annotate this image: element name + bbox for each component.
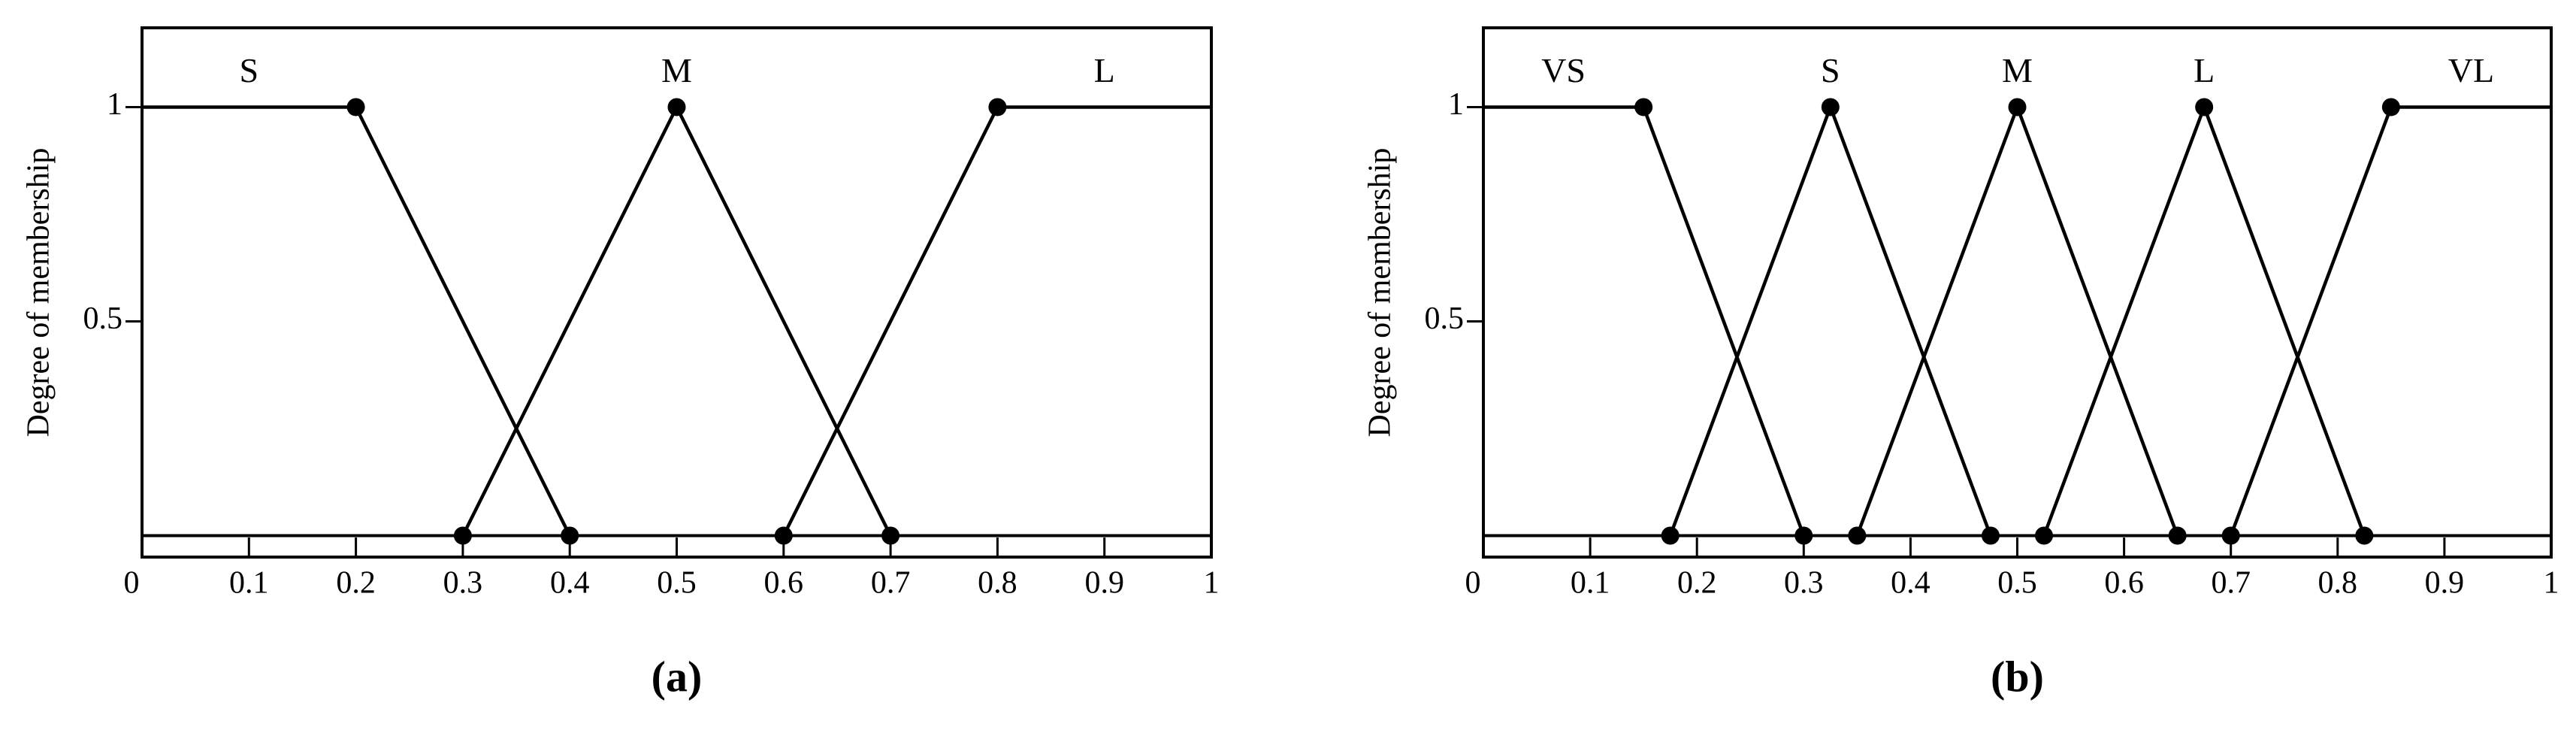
point	[2168, 526, 2187, 545]
x-tick-label: 0.6	[764, 566, 804, 601]
caption: (a)	[652, 652, 703, 701]
x-tick-label: 0.4	[1891, 566, 1930, 601]
x-tick-label: 0.8	[978, 566, 1017, 601]
series-label: S	[240, 51, 259, 89]
point	[774, 526, 793, 545]
point	[2035, 526, 2054, 545]
x-tick-label: 0.1	[229, 566, 269, 601]
point	[1848, 526, 1867, 545]
series-label: L	[1094, 51, 1115, 89]
x-tick-label: 1	[2544, 566, 2559, 601]
x-tick-label: 0.7	[871, 566, 911, 601]
x-tick-label: 0.3	[443, 566, 483, 601]
y-tick-label: 1	[1448, 87, 1464, 122]
series-label: VS	[1541, 51, 1586, 89]
y-tick-label: 0.5	[83, 301, 123, 336]
series-label: S	[1821, 51, 1840, 89]
point	[2195, 98, 2214, 117]
point	[988, 98, 1007, 117]
x-tick-label: 0.4	[550, 566, 590, 601]
x-tick-label: 0.3	[1784, 566, 1824, 601]
caption: (b)	[1991, 652, 2044, 701]
y-axis-label: Degree of membership	[22, 148, 56, 438]
point	[2221, 526, 2240, 545]
x-tick-label: 0.5	[1997, 566, 2037, 601]
panel: 0 0.1 0.2 0.3 0.4 0.5 0.6 0.7 0.8 0.9 1 0.5 1 Degree …	[1363, 26, 2559, 701]
x-tick-label: 0.8	[2318, 566, 2358, 601]
y-axis-label: Degree of membership	[1363, 148, 1398, 438]
membership-line	[1668, 102, 1993, 537]
y-tick-label: 1	[107, 87, 122, 122]
point	[346, 98, 365, 117]
series-label: M	[2002, 51, 2033, 89]
point	[1981, 526, 2000, 545]
point	[453, 526, 472, 545]
point	[1661, 526, 1680, 545]
x-tick-label: 0	[124, 566, 140, 601]
x-tick-label: 0.9	[2425, 566, 2465, 601]
panel: 0 0.1 0.2 0.3 0.4 0.5 0.6 0.7 0.8 0.9 1 0.5 1 Degree …	[22, 26, 1220, 701]
x-tick-label: 0.5	[657, 566, 697, 601]
y-tick-label: 0.5	[1425, 301, 1465, 336]
membership-line	[142, 105, 572, 537]
x-tick-label: 0.2	[1677, 566, 1717, 601]
membership-line	[1855, 102, 2179, 537]
membership-line	[461, 103, 893, 537]
x-tick-label: 0.7	[2211, 566, 2251, 601]
x-tick-label: 0.2	[336, 566, 376, 601]
point	[1821, 98, 1840, 117]
x-tick-label: 0.1	[1571, 566, 1610, 601]
series-label: M	[661, 51, 692, 89]
membership-line	[782, 105, 1211, 537]
point	[2008, 98, 2027, 117]
point	[667, 98, 686, 117]
membership-line	[2042, 102, 2366, 537]
x-tick-label: 1	[1204, 566, 1220, 601]
membership-line	[1483, 105, 1806, 537]
point	[1794, 526, 1813, 545]
point	[2355, 526, 2374, 545]
point	[1634, 98, 1653, 117]
membership-line	[2229, 105, 2551, 537]
x-tick-label: 0.9	[1084, 566, 1124, 601]
series-label: L	[2194, 51, 2215, 89]
x-tick-label: 0.6	[2104, 566, 2144, 601]
point	[561, 526, 579, 545]
point	[2381, 98, 2400, 117]
series-label: VL	[2448, 51, 2494, 89]
point	[881, 526, 900, 545]
x-tick-label: 0	[1465, 566, 1481, 601]
